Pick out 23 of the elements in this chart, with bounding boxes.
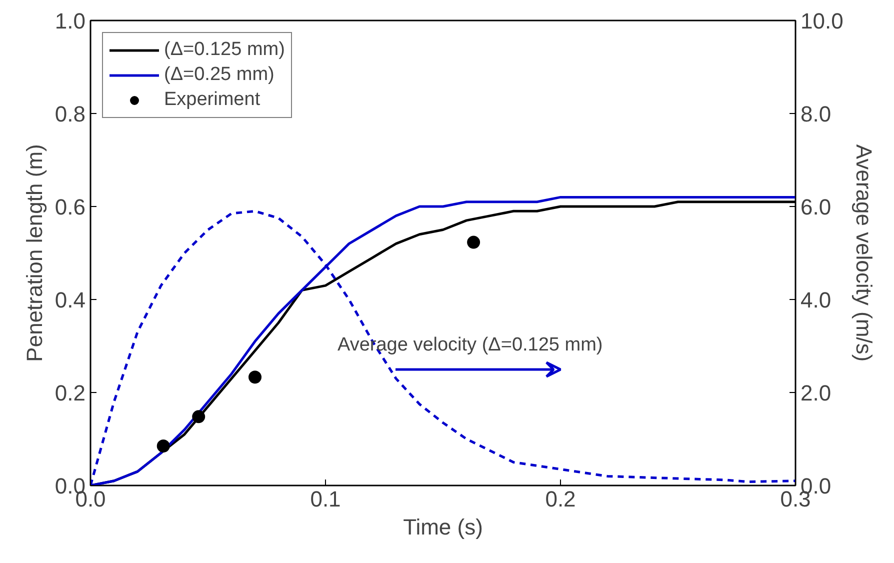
y-tick-label: 0.8 (54, 102, 86, 126)
y-axis-title: Penetration length (m) (22, 144, 47, 362)
x-tick-label: 0.2 (545, 486, 576, 512)
y2-tick-label: 10.0 (800, 8, 844, 34)
y2-axis-title: Average velocity (m/s) (851, 144, 876, 362)
point (192, 410, 206, 424)
y2-tick-label: 4.0 (800, 288, 832, 312)
legend-label: (Δ=0.125 mm) (164, 39, 285, 61)
x-tick-label: 0.1 (310, 486, 341, 512)
point (156, 439, 170, 452)
y-tick-label: 1.0 (54, 8, 86, 34)
y-tick-label: 0.4 (54, 288, 86, 312)
y2-tick-label: 6.0 (800, 194, 832, 220)
y-tick-label: 0.6 (54, 194, 86, 220)
legend-label: (Δ=0.25 mm) (164, 64, 274, 86)
legend-label: Experiment (164, 89, 260, 111)
y-tick-label: 0.2 (54, 380, 86, 406)
y2-tick-label: 8.0 (800, 102, 832, 126)
annotation: Average velocity (Δ=0.125 mm) (338, 334, 603, 356)
point (467, 236, 480, 249)
x-axis-title: Time (s) (403, 514, 483, 540)
y2-tick-label: 2.0 (800, 380, 832, 406)
point (248, 370, 262, 384)
